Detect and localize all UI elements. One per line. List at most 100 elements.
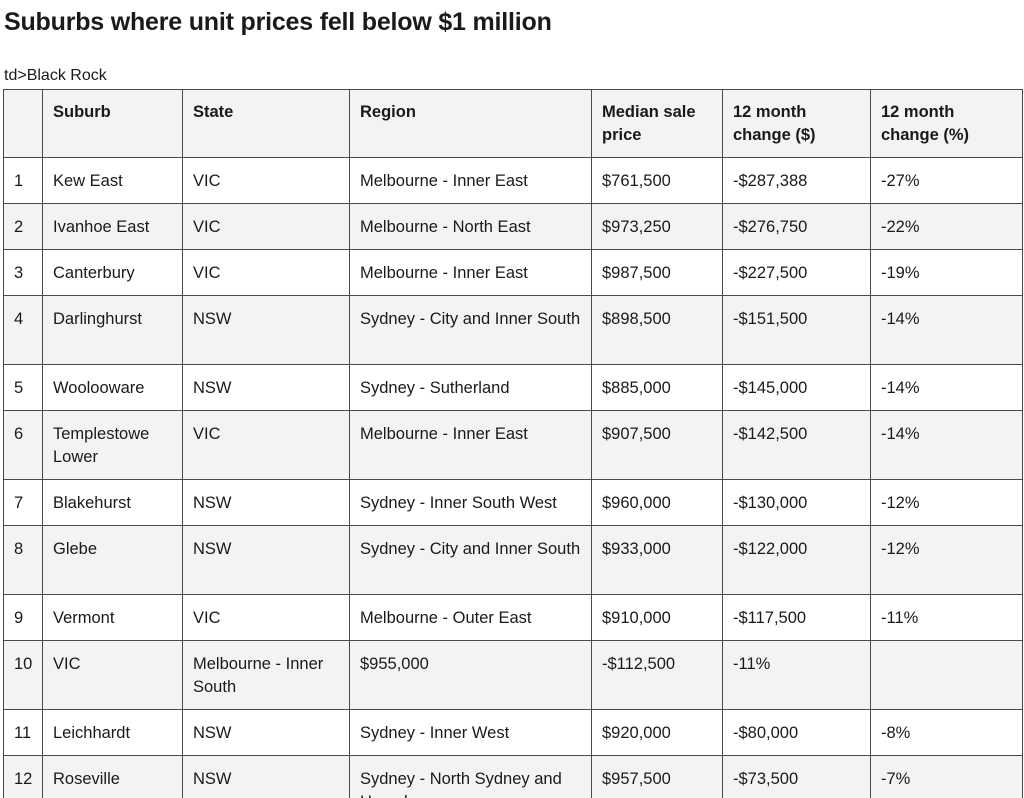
cell-rank: 1 (3, 157, 43, 204)
cell-median-price: $761,500 (591, 157, 723, 204)
cell-suburb: VIC (42, 640, 183, 710)
stray-text: td>Black Rock (4, 67, 107, 84)
cell-change-percent: -12% (870, 479, 1023, 526)
cell-median-price: $885,000 (591, 364, 723, 411)
cell-suburb: Ivanhoe East (42, 203, 183, 250)
header-region: Region (349, 89, 592, 158)
cell-region: Melbourne - Inner East (349, 157, 592, 204)
cell-change-dollars: -$276,750 (722, 203, 871, 250)
cell-median-price: -$112,500 (591, 640, 723, 710)
table-header-row: Suburb State Region Median sale price 12… (3, 89, 1023, 158)
cell-region: Sydney - Inner South West (349, 479, 592, 526)
cell-suburb: Roseville (42, 755, 183, 798)
cell-median-price: $933,000 (591, 525, 723, 595)
header-suburb: Suburb (42, 89, 183, 158)
cell-change-percent: -19% (870, 249, 1023, 296)
cell-state: NSW (182, 364, 350, 411)
cell-state: VIC (182, 410, 350, 480)
cell-region: Melbourne - North East (349, 203, 592, 250)
cell-change-percent: -8% (870, 709, 1023, 756)
cell-suburb: Blakehurst (42, 479, 183, 526)
table-row: 3 Canterbury VIC Melbourne - Inner East … (3, 249, 1023, 296)
cell-change-dollars: -$117,500 (722, 594, 871, 641)
cell-region: Sydney - Inner West (349, 709, 592, 756)
cell-rank: 4 (3, 295, 43, 365)
cell-median-price: $973,250 (591, 203, 723, 250)
header-rank (3, 89, 43, 158)
cell-change-dollars: -$227,500 (722, 249, 871, 296)
cell-change-dollars: -$142,500 (722, 410, 871, 480)
cell-rank: 9 (3, 594, 43, 641)
cell-change-percent: -14% (870, 364, 1023, 411)
cell-state: NSW (182, 709, 350, 756)
cell-change-percent: -7% (870, 755, 1023, 798)
header-change-dollars: 12 month change ($) (722, 89, 871, 158)
cell-rank: 7 (3, 479, 43, 526)
cell-median-price: $898,500 (591, 295, 723, 365)
table-row: 12 Roseville NSW Sydney - North Sydney a… (3, 755, 1023, 798)
cell-change-percent: -27% (870, 157, 1023, 204)
cell-suburb: Woolooware (42, 364, 183, 411)
table-row: 4 Darlinghurst NSW Sydney - City and Inn… (3, 295, 1023, 365)
cell-rank: 3 (3, 249, 43, 296)
cell-region: $955,000 (349, 640, 592, 710)
cell-change-percent: -11% (870, 594, 1023, 641)
cell-state: VIC (182, 203, 350, 250)
cell-suburb: Canterbury (42, 249, 183, 296)
header-state: State (182, 89, 350, 158)
cell-region: Sydney - North Sydney and Hornsby (349, 755, 592, 798)
cell-change-percent: -14% (870, 410, 1023, 480)
cell-median-price: $910,000 (591, 594, 723, 641)
table-row: 1 Kew East VIC Melbourne - Inner East $7… (3, 157, 1023, 204)
cell-change-dollars: -11% (722, 640, 871, 710)
cell-state: VIC (182, 157, 350, 204)
cell-median-price: $907,500 (591, 410, 723, 480)
cell-rank: 6 (3, 410, 43, 480)
cell-region: Sydney - City and Inner South (349, 525, 592, 595)
cell-change-dollars: -$80,000 (722, 709, 871, 756)
cell-change-dollars: -$73,500 (722, 755, 871, 798)
cell-change-dollars: -$287,388 (722, 157, 871, 204)
cell-suburb: Templestowe Lower (42, 410, 183, 480)
cell-state: Melbourne - Inner South (182, 640, 350, 710)
cell-rank: 5 (3, 364, 43, 411)
cell-change-dollars: -$151,500 (722, 295, 871, 365)
cell-rank: 11 (3, 709, 43, 756)
cell-median-price: $987,500 (591, 249, 723, 296)
table-row: 10 VIC Melbourne - Inner South $955,000 … (3, 640, 1023, 710)
cell-change-dollars: -$130,000 (722, 479, 871, 526)
cell-state: NSW (182, 525, 350, 595)
cell-change-percent: -14% (870, 295, 1023, 365)
cell-suburb: Glebe (42, 525, 183, 595)
cell-state: NSW (182, 295, 350, 365)
cell-state: NSW (182, 479, 350, 526)
table-row: 6 Templestowe Lower VIC Melbourne - Inne… (3, 410, 1023, 480)
cell-change-dollars: -$122,000 (722, 525, 871, 595)
cell-change-percent: -22% (870, 203, 1023, 250)
table-row: 9 Vermont VIC Melbourne - Outer East $91… (3, 594, 1023, 641)
cell-change-percent: -12% (870, 525, 1023, 595)
cell-rank: 10 (3, 640, 43, 710)
table-row: 8 Glebe NSW Sydney - City and Inner Sout… (3, 525, 1023, 595)
cell-suburb: Kew East (42, 157, 183, 204)
cell-rank: 2 (3, 203, 43, 250)
cell-suburb: Vermont (42, 594, 183, 641)
header-median-sale-price: Median sale price (591, 89, 723, 158)
cell-region: Sydney - City and Inner South (349, 295, 592, 365)
table-row: 7 Blakehurst NSW Sydney - Inner South We… (3, 479, 1023, 526)
cell-suburb: Leichhardt (42, 709, 183, 756)
cell-median-price: $960,000 (591, 479, 723, 526)
table-row: 11 Leichhardt NSW Sydney - Inner West $9… (3, 709, 1023, 756)
cell-state: VIC (182, 249, 350, 296)
cell-region: Melbourne - Outer East (349, 594, 592, 641)
cell-change-dollars: -$145,000 (722, 364, 871, 411)
cell-suburb: Darlinghurst (42, 295, 183, 365)
cell-rank: 12 (3, 755, 43, 798)
cell-state: VIC (182, 594, 350, 641)
suburbs-table: Suburb State Region Median sale price 12… (3, 89, 1023, 798)
header-change-percent: 12 month change (%) (870, 89, 1023, 158)
cell-change-percent (870, 640, 1023, 710)
cell-median-price: $920,000 (591, 709, 723, 756)
cell-rank: 8 (3, 525, 43, 595)
